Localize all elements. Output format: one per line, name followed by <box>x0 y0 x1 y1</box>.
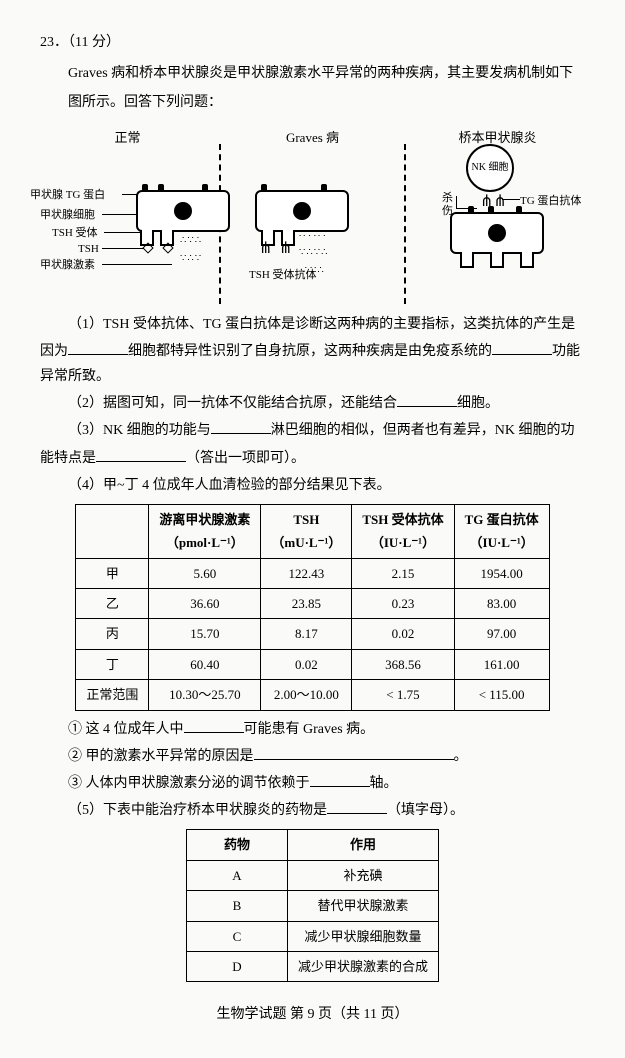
nk-cell: NK 细胞 <box>466 144 514 192</box>
blank-5[interactable] <box>96 447 186 462</box>
panel-hashimoto: 桥本甲状腺炎 NK 细胞 ⋔⋔ 杀 伤 TG 蛋白抗体 <box>410 126 585 296</box>
q5: （5）下表中能治疗桥本甲状腺炎的药物是（填字母）。 <box>40 798 585 823</box>
t1-h0 <box>76 504 149 558</box>
serum-table: 游离甲状腺激素 （pmol·L⁻¹） TSH （mU·L⁻¹） TSH 受体抗体… <box>75 504 549 711</box>
blank-6[interactable] <box>184 718 244 733</box>
table-row: A补充碘 <box>186 860 438 890</box>
t2-h0: 药物 <box>186 830 287 860</box>
sub2: ② 甲的激素水平异常的原因是。 <box>40 744 585 769</box>
label-hormone: 甲状腺激素 <box>40 256 95 276</box>
question-number: 23．（11 分） <box>40 30 585 55</box>
blank-8[interactable] <box>310 772 370 787</box>
q4: （4）甲~丁 4 位成年人血清检验的部分结果见下表。 <box>40 473 585 498</box>
page-footer: 生物学试题 第 9 页（共 11 页） <box>40 1002 585 1027</box>
label-tg: 甲状腺 TG 蛋白 <box>30 186 105 206</box>
blank-9[interactable] <box>327 799 387 814</box>
table-row: 甲5.60122.432.151954.00 <box>76 558 549 588</box>
t1-h4: TG 蛋白抗体 （IU·L⁻¹） <box>454 504 549 558</box>
q1-line2: 因为细胞都特异性识别了自身抗原，这两种疾病是由免疫系统的功能 <box>40 339 585 364</box>
table-row: C减少甲状腺细胞数量 <box>186 921 438 951</box>
table-row: 丙15.708.170.0297.00 <box>76 619 549 649</box>
sub3: ③ 人体内甲状腺激素分泌的调节依赖于轴。 <box>40 771 585 796</box>
blank-7[interactable] <box>254 745 454 760</box>
panel-normal: 正常 甲状腺 TG 蛋白 甲状腺细胞 TSH 受体 TSH 甲状腺激素 ∴∵∴∵… <box>40 126 215 296</box>
blank-1[interactable] <box>68 340 128 355</box>
table-row: 丁60.400.02368.56161.00 <box>76 649 549 679</box>
t1-h1: 游离甲状腺激素 （pmol·L⁻¹） <box>149 504 261 558</box>
q3-line2: 能特点是（答出一项即可）。 <box>40 446 585 471</box>
label-tsh-antibody: TSH 受体抗体 <box>249 266 317 286</box>
q1-line3: 异常所致。 <box>40 364 585 389</box>
t1-h3: TSH 受体抗体 （IU·L⁻¹） <box>352 504 454 558</box>
blank-2[interactable] <box>492 340 552 355</box>
kill-label-1: 杀 <box>442 192 453 204</box>
label-tg-antibody: TG 蛋白抗体 <box>520 192 581 212</box>
q3-line1: （3）NK 细胞的功能与淋巴细胞的相似，但两者也有差异，NK 细胞的功 <box>40 418 585 443</box>
panel-title-1: 正常 <box>40 126 215 149</box>
mechanism-diagram: 正常 甲状腺 TG 蛋白 甲状腺细胞 TSH 受体 TSH 甲状腺激素 ∴∵∴∵… <box>40 126 585 296</box>
q1-line1: （1）TSH 受体抗体、TG 蛋白抗体是诊断这两种病的主要指标，这类抗体的产生是 <box>40 312 585 337</box>
label-cell: 甲状腺细胞 <box>40 206 95 226</box>
q2: （2）据图可知，同一抗体不仅能结合抗原，还能结合细胞。 <box>40 391 585 416</box>
panel-graves: Graves 病 ⋔ ⋔ ∴∵∴∵∵∴∵∴∴∵∴ TSH 受体抗体 <box>225 126 400 296</box>
table-row: D减少甲状腺激素的合成 <box>186 951 438 981</box>
t2-h1: 作用 <box>287 830 438 860</box>
blank-4[interactable] <box>211 419 271 434</box>
table-row: 乙36.6023.850.2383.00 <box>76 589 549 619</box>
table-row: 正常范围10.30～25.702.00～10.00< 1.75< 115.00 <box>76 680 549 710</box>
blank-3[interactable] <box>397 392 457 407</box>
t1-h2: TSH （mU·L⁻¹） <box>261 504 352 558</box>
sub1: ① 这 4 位成年人中可能患有 Graves 病。 <box>40 717 585 742</box>
intro-line1: Graves 病和桥本甲状腺炎是甲状腺激素水平异常的两种疾病，其主要发病机制如下 <box>40 61 585 86</box>
table-row: B替代甲状腺激素 <box>186 891 438 921</box>
intro-line2: 图所示。回答下列问题： <box>40 90 585 115</box>
panel-title-2: Graves 病 <box>225 126 400 149</box>
drug-table: 药物作用 A补充碘 B替代甲状腺激素 C减少甲状腺细胞数量 D减少甲状腺激素的合… <box>186 829 439 982</box>
